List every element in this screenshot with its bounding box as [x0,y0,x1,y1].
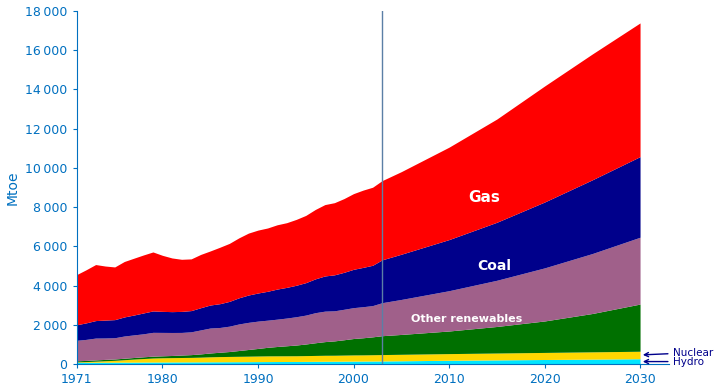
Text: Other renewables: Other renewables [411,314,522,324]
Text: Hydro: Hydro [644,357,705,367]
Y-axis label: Mtoe: Mtoe [6,170,19,205]
Text: Gas: Gas [468,190,500,205]
Text: Oil: Oil [468,102,491,116]
Text: Coal: Coal [477,259,512,273]
Text: Nuclear: Nuclear [644,348,714,358]
